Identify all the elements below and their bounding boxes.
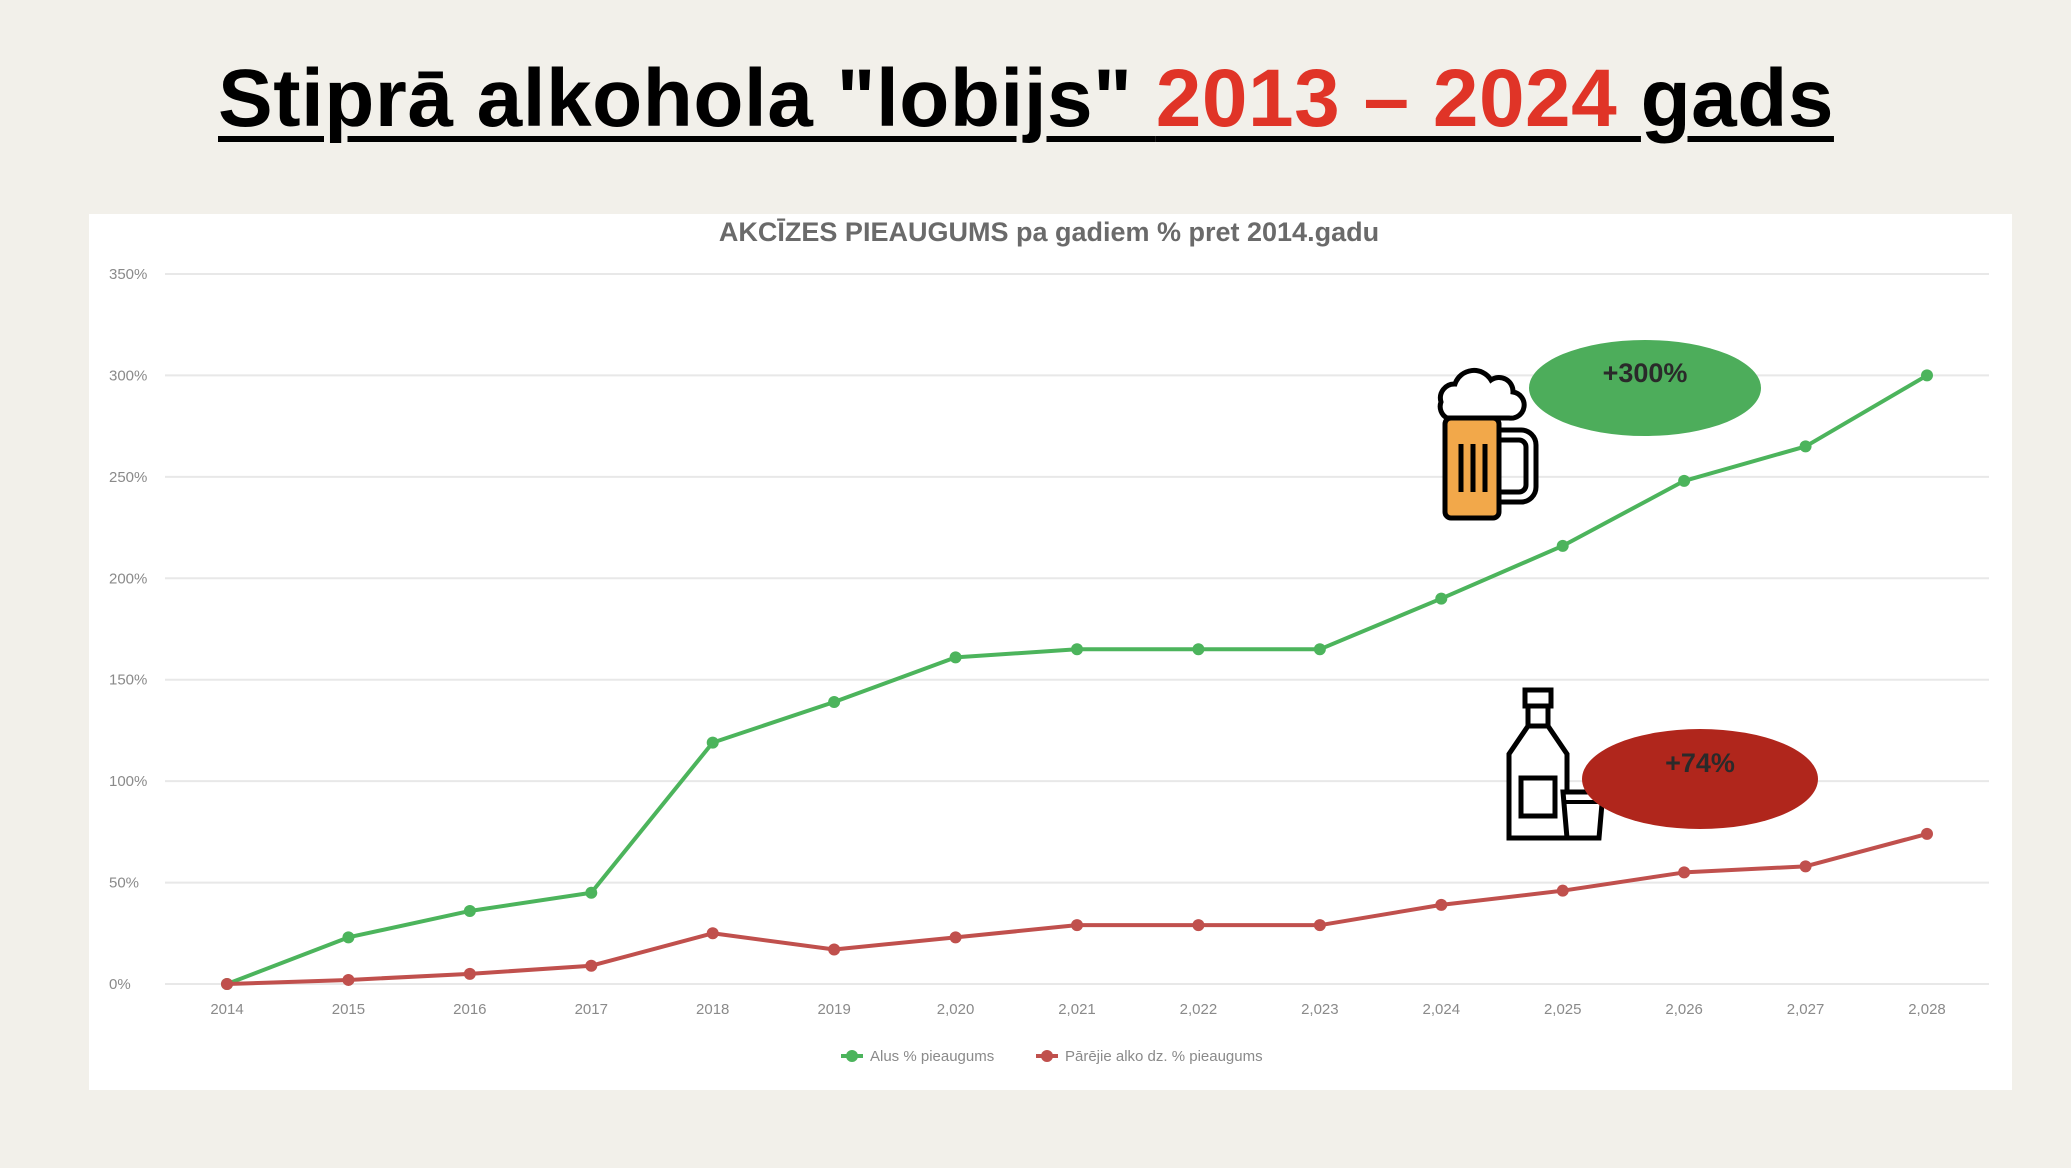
title-part-1: Stiprā alkohola "lobijs"	[218, 53, 1156, 144]
y-tick-label: 50%	[109, 875, 139, 892]
beer-growth-badge	[1529, 340, 1761, 436]
x-tick-label: 2016	[453, 1001, 486, 1018]
x-tick-label: 2014	[210, 1001, 243, 1018]
data-point	[463, 904, 476, 917]
data-point	[949, 931, 962, 944]
x-tick-label: 2,028	[1908, 1001, 1946, 1018]
legend-label: Pārējie alko dz. % pieaugums	[1065, 1048, 1263, 1065]
data-point	[706, 736, 719, 749]
x-tick-label: 2,020	[937, 1001, 975, 1018]
data-point	[1071, 919, 1083, 932]
y-tick-label: 350%	[109, 266, 147, 283]
legend-label: Alus % pieaugums	[870, 1048, 994, 1065]
title-year-range: 2013 – 2024	[1155, 53, 1641, 144]
x-tick-label: 2,027	[1787, 1001, 1825, 1018]
data-point	[1921, 369, 1933, 382]
data-point	[828, 696, 841, 709]
data-point	[585, 886, 598, 899]
x-tick-label: 2,025	[1544, 1001, 1582, 1018]
y-tick-label: 100%	[109, 773, 147, 790]
bottle-and-glass-icon	[1506, 687, 1606, 841]
data-point	[1921, 827, 1933, 840]
data-point	[1435, 898, 1448, 911]
y-tick-label: 0%	[109, 976, 131, 993]
data-point	[463, 967, 476, 980]
y-tick-label: 250%	[109, 469, 147, 486]
x-tick-label: 2019	[817, 1001, 850, 1018]
slide-title: Stiprā alkohola "lobijs" 2013 – 2024 gad…	[218, 52, 1834, 146]
data-point	[1435, 592, 1448, 605]
data-point	[1799, 860, 1812, 873]
data-point	[1799, 440, 1812, 453]
beer-mug-icon	[1437, 367, 1539, 521]
y-tick-label: 150%	[109, 672, 147, 689]
data-point	[221, 978, 233, 990]
data-point	[1678, 474, 1691, 487]
other-growth-label: +74%	[1665, 748, 1735, 778]
data-point	[706, 927, 719, 940]
x-tick-label: 2,023	[1301, 1001, 1339, 1018]
data-point	[585, 959, 598, 972]
legend-swatch-marker	[1041, 1050, 1053, 1062]
x-tick-label: 2015	[332, 1001, 365, 1018]
data-point	[1556, 884, 1569, 897]
line-chart: AKCĪZES PIEAUGUMS pa gadiem % pret 2014.…	[109, 217, 1989, 1065]
chart-panel: AKCĪZES PIEAUGUMS pa gadiem % pret 2014.…	[89, 214, 2012, 1090]
y-tick-label: 300%	[109, 367, 147, 384]
y-tick-label: 200%	[109, 570, 147, 587]
data-point	[342, 931, 355, 944]
x-tick-label: 2,026	[1665, 1001, 1703, 1018]
data-point	[828, 943, 841, 956]
data-point	[1192, 919, 1205, 932]
data-point	[1313, 919, 1326, 932]
chart-title: AKCĪZES PIEAUGUMS pa gadiem % pret 2014.…	[719, 217, 1379, 247]
data-point	[1678, 866, 1691, 879]
title-part-2: gads	[1640, 53, 1834, 144]
x-tick-label: 2,022	[1180, 1001, 1218, 1018]
data-point	[342, 973, 355, 986]
data-point	[1192, 643, 1205, 656]
x-tick-label: 2,024	[1423, 1001, 1461, 1018]
legend-swatch-marker	[846, 1050, 858, 1062]
other-growth-badge	[1582, 729, 1818, 829]
beer-growth-label: +300%	[1603, 358, 1688, 388]
x-tick-label: 2017	[575, 1001, 608, 1018]
data-point	[1071, 643, 1083, 656]
x-tick-label: 2,021	[1058, 1001, 1096, 1018]
data-point	[1556, 539, 1569, 552]
data-point	[949, 651, 962, 664]
data-point	[1313, 643, 1326, 656]
x-tick-label: 2018	[696, 1001, 729, 1018]
